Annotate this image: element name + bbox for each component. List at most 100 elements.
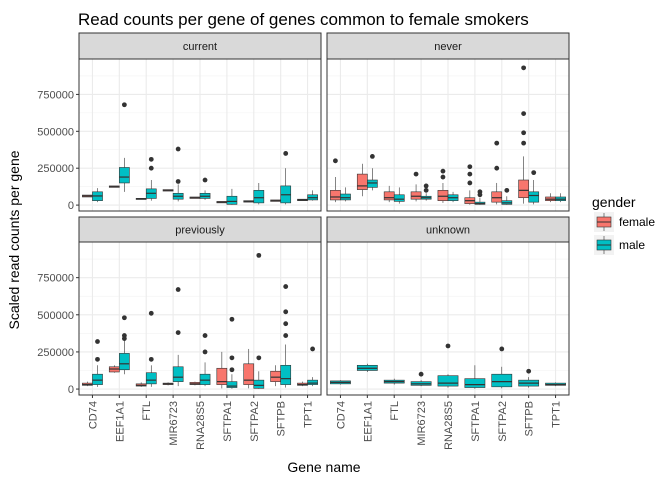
box-FTL-male	[393, 187, 405, 204]
x-tick-label: FTL	[389, 401, 401, 421]
x-tick-label: RNA28S5	[443, 401, 455, 450]
box-body	[491, 191, 503, 203]
x-tick-label: FTL	[141, 401, 153, 421]
box-body	[410, 191, 422, 200]
outlier-point	[121, 102, 127, 108]
y-tick-label: 0	[68, 200, 74, 212]
box-EEF1A1-female	[356, 163, 368, 197]
x-axis-title: Gene name	[287, 459, 360, 475]
box-TPT1-male	[307, 346, 318, 387]
box-MIR6723-male	[172, 287, 184, 387]
box-body	[270, 370, 281, 382]
box-body	[518, 179, 529, 199]
box-body	[367, 179, 378, 188]
box-CD74-male	[330, 380, 351, 385]
box-EEF1A1-male	[119, 102, 130, 192]
outlier-point	[521, 65, 527, 71]
legend-label: female	[619, 215, 655, 229]
outlier-point	[526, 368, 532, 374]
box-SFTPA1-male	[226, 316, 238, 389]
box-SFTPB-female	[270, 199, 281, 202]
box-MIR6723-male	[172, 146, 184, 202]
outlier-point	[148, 310, 154, 316]
box-CD74-female	[82, 194, 93, 198]
box-body	[226, 195, 238, 205]
box-SFTPA2-female	[491, 140, 503, 205]
box-MIR6723-male	[410, 371, 432, 387]
x-tick-label: CD74	[335, 401, 347, 429]
outlier-point	[521, 140, 527, 146]
box-RNA28S5-male	[437, 343, 459, 388]
box-SFTPB-female	[518, 65, 529, 204]
legend-entry-female: female	[594, 212, 655, 232]
box-SFTPB-male	[518, 368, 540, 388]
box-RNA28S5-female	[189, 381, 201, 386]
outlier-point	[369, 153, 375, 159]
box-MIR6723-female	[162, 189, 174, 192]
outlier-point	[283, 284, 289, 289]
outlier-point	[445, 343, 451, 349]
box-FTL-male	[383, 378, 405, 385]
box-SFTPA2-male	[501, 187, 513, 205]
y-tick-label: 500000	[37, 310, 74, 322]
box-CD74-male	[340, 187, 351, 202]
x-tick-label: TPT1	[303, 401, 315, 428]
x-tick-label: SFTPA1	[222, 401, 234, 442]
panel-border	[78, 58, 322, 212]
box-body	[437, 190, 449, 201]
outlier-point	[521, 111, 527, 117]
outlier-point	[121, 336, 127, 341]
box-FTL-male	[145, 310, 157, 387]
x-tick-label: SFTPB	[524, 401, 536, 436]
box-MIR6723-female	[162, 382, 174, 386]
box-MIR6723-female	[410, 171, 422, 202]
outlier-point	[202, 349, 208, 355]
legend-label: male	[619, 238, 645, 252]
outlier-point	[95, 339, 100, 344]
outlier-point	[504, 187, 510, 193]
box-SFTPB-male	[528, 170, 540, 205]
box-SFTPA2-female	[243, 200, 255, 203]
facet-panel-never: never	[326, 32, 570, 212]
facet-strip	[326, 32, 570, 60]
box-MIR6723-male	[420, 183, 432, 201]
box-TPT1-female	[545, 193, 556, 203]
outlier-point	[467, 164, 473, 170]
box-EEF1A1-female	[108, 185, 120, 188]
box-body	[280, 364, 292, 385]
box-TPT1-male	[555, 193, 566, 203]
box-RNA28S5-male	[199, 177, 211, 200]
outlier-point	[148, 165, 154, 171]
x-tick-label: TPT1	[551, 401, 563, 428]
box-body	[383, 191, 395, 201]
box-SFTPA1-female	[216, 351, 228, 389]
outlier-point	[333, 158, 338, 164]
outlier-point	[467, 171, 473, 177]
outlier-point	[494, 140, 500, 146]
box-body	[243, 363, 255, 385]
outlier-point	[256, 252, 262, 258]
box-body	[253, 379, 265, 389]
box-RNA28S5-male	[199, 333, 211, 387]
box-body	[330, 190, 341, 201]
legend: gender female male	[592, 194, 655, 255]
y-tick-label: 750000	[37, 273, 74, 285]
facet-strip	[78, 32, 322, 60]
facet-strip-label: previously	[175, 225, 225, 237]
box-SFTPA2-male	[253, 182, 265, 205]
box-CD74-male	[92, 339, 103, 387]
box-body	[92, 373, 103, 385]
box-body	[393, 194, 405, 202]
box-body	[119, 353, 130, 371]
box-body	[216, 367, 228, 385]
box-body	[172, 366, 184, 382]
box-RNA28S5-female	[189, 196, 201, 199]
box-SFTPA1-female	[464, 164, 476, 205]
box-SFTPA2-male	[253, 252, 265, 389]
x-tick-label: SFTPA2	[249, 401, 261, 442]
outlier-point	[175, 330, 181, 336]
outlier-point	[521, 130, 527, 136]
facet-panels: current 0 250000 500000 750000 never previousl…	[37, 32, 570, 450]
outlier-point	[202, 177, 208, 183]
